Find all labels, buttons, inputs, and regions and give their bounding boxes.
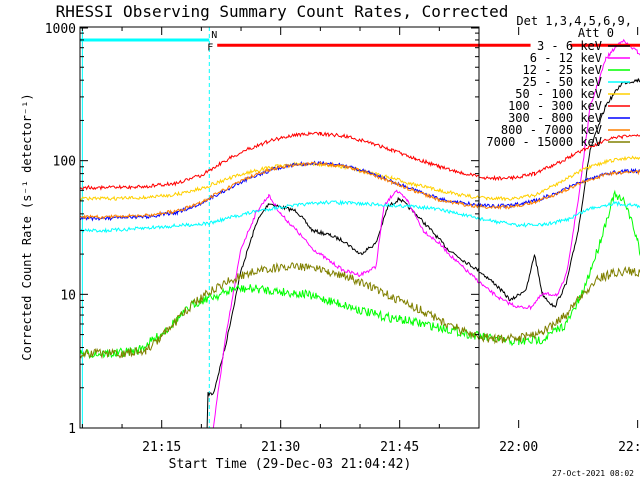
series-line-7 (79, 161, 640, 220)
flare-flag-label: F (207, 42, 213, 53)
series-line-5 (79, 131, 640, 191)
series-line-8 (79, 261, 640, 360)
series-line-6 (79, 160, 640, 222)
x-tick-label: 21:15 (142, 440, 181, 455)
legend-label: 800 - 7000 keV (501, 123, 602, 137)
y-tick-label: 1000 (45, 22, 76, 37)
x-axis-label: Start Time (29-Dec-03 21:04:42) (169, 457, 412, 472)
legend-label: 6 - 12 keV (530, 51, 602, 65)
y-axis-label: Corrected Count Rate (s⁻¹ detector⁻¹) (20, 93, 34, 360)
series-line-3 (79, 199, 640, 234)
y-tick-label: 10 (60, 288, 76, 303)
plot-frame (79, 26, 480, 429)
legend-header-line2: Att 0 (578, 26, 614, 40)
series-line-4 (79, 155, 640, 202)
y-tick-label: 100 (53, 155, 76, 170)
x-tick-label: 21:30 (261, 440, 300, 455)
footer-timestamp: 27-Oct-2021 08:02 (552, 469, 634, 478)
chart-title: RHESSI Observing Summary Count Rates, Co… (56, 2, 509, 21)
y-tick-label: 1 (68, 422, 76, 437)
legend-label: 50 - 100 keV (515, 87, 602, 101)
x-tick-label: 21:45 (380, 440, 419, 455)
series-line-1 (212, 38, 640, 429)
x-tick-label: 22:15 (618, 440, 640, 455)
night-flag-label: N (211, 30, 217, 41)
legend-label: 100 - 300 keV (508, 99, 602, 113)
legend-label: 7000 - 15000 keV (486, 135, 602, 149)
legend-header-line1: Det 1,3,4,5,6,9, (516, 14, 632, 28)
legend-label: 3 - 6 keV (537, 39, 602, 53)
legend-label: 300 - 800 keV (508, 111, 602, 125)
legend-label: 12 - 25 keV (523, 63, 602, 77)
legend-label: 25 - 50 keV (523, 75, 602, 89)
x-tick-label: 22:00 (499, 440, 538, 455)
